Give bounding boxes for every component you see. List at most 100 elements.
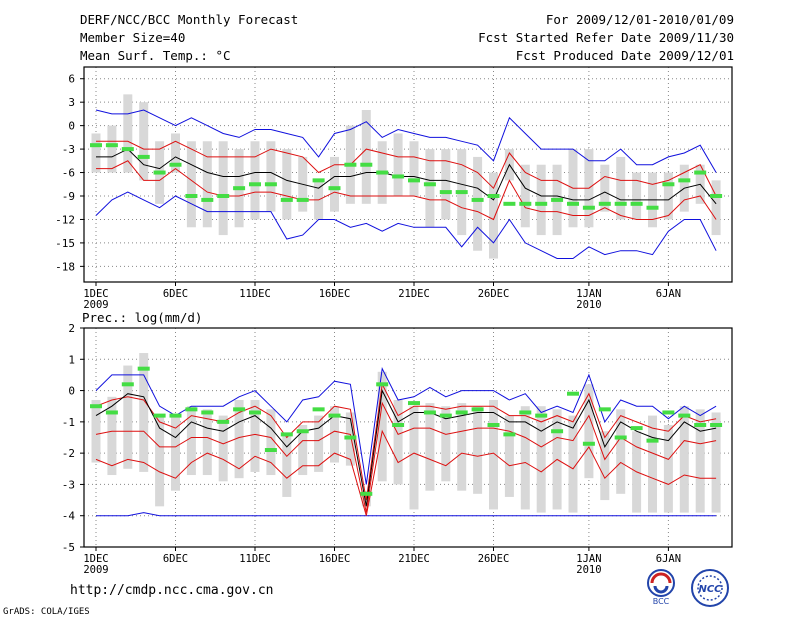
x-tick-label: 6JAN <box>656 553 681 565</box>
median-mark <box>439 190 452 195</box>
y-tick-label: 6 <box>68 73 75 86</box>
series-lower-spread-line <box>95 429 717 516</box>
ensemble-box <box>616 156 626 220</box>
ensemble-box <box>600 431 610 501</box>
ensemble-box <box>266 141 276 212</box>
ensemble-box <box>536 164 546 236</box>
temperature-panel: 6 3 0 -3 -6 -9 -12 -15 -18 1DEC 6DEC 11DEC 16DEC 21DE… <box>55 66 733 311</box>
median-mark <box>535 201 548 206</box>
ensemble-box <box>282 149 292 220</box>
y-tick-label: 2 <box>68 322 75 335</box>
median-mark <box>233 407 246 412</box>
ensemble-box <box>314 415 324 472</box>
ensemble-box <box>616 409 626 494</box>
ensemble-box <box>489 399 498 510</box>
ensemble-box <box>584 384 594 479</box>
x-tick-label: 1DEC <box>83 553 108 565</box>
y-tick-label: -3 <box>62 478 75 491</box>
median-mark <box>519 201 532 206</box>
median-mark <box>646 438 659 443</box>
median-mark <box>614 435 627 440</box>
y-tick-label: 0 <box>68 385 75 398</box>
median-mark <box>392 422 405 427</box>
median-mark <box>710 422 723 427</box>
median-mark <box>551 429 564 434</box>
ensemble-box <box>663 172 673 220</box>
y-tick-label: -3 <box>62 143 75 156</box>
y-tick-label: 1 <box>68 353 75 366</box>
ensemble-box <box>393 399 403 485</box>
median-mark <box>249 410 261 415</box>
ensemble-box <box>536 406 546 513</box>
ensemble-box <box>457 403 467 491</box>
median-mark <box>312 407 325 412</box>
ensemble-box <box>695 409 705 513</box>
ensemble-box <box>107 396 117 476</box>
median-mark <box>376 382 389 387</box>
median-mark <box>296 429 309 434</box>
median-mark <box>90 404 102 409</box>
ensemble-box <box>600 164 610 212</box>
median-mark <box>105 410 118 415</box>
y-tick-label: -15 <box>55 237 75 250</box>
median-mark <box>217 194 230 198</box>
median-mark <box>455 190 468 195</box>
median-mark <box>328 186 341 191</box>
ensemble-box <box>139 102 149 181</box>
plot-frame <box>83 327 733 548</box>
year-label: 2009 <box>83 564 108 576</box>
ensemble-box <box>377 371 387 482</box>
ensemble-box <box>218 415 228 482</box>
ensemble-box <box>520 164 530 228</box>
x-tick-label: 1JAN <box>576 553 601 565</box>
x-tick-label: 26DEC <box>478 553 510 565</box>
y-tick-label: -1 <box>62 416 75 429</box>
ensemble-box <box>663 424 673 513</box>
median-mark <box>185 194 198 198</box>
precip-label: Prec.: log(mm/d) <box>82 310 203 325</box>
median-mark <box>249 182 261 187</box>
median-mark <box>90 143 102 148</box>
median-mark <box>439 413 452 418</box>
median-mark <box>121 382 134 387</box>
ncc-logo-text: NCC <box>698 584 722 595</box>
ensemble-box <box>425 149 435 228</box>
x-tick-label: 1DEC <box>83 288 108 300</box>
ensemble-box <box>123 94 133 173</box>
median-mark <box>328 413 341 418</box>
ensemble-box <box>330 406 339 463</box>
median-mark <box>582 441 595 446</box>
median-mark <box>121 147 134 152</box>
median-mark <box>582 205 595 210</box>
series-upper-line <box>96 140 717 197</box>
x-tick-label: 1JAN <box>576 288 601 300</box>
median-mark <box>471 197 484 202</box>
source-url: http://cmdp.ncc.cma.gov.cn <box>70 583 274 598</box>
ncc-logo: NCC <box>691 569 729 607</box>
series-max-line <box>95 109 717 173</box>
ensemble-box <box>568 415 578 513</box>
median-mark <box>105 143 118 148</box>
median-mark <box>423 410 436 415</box>
median-mark <box>360 491 373 496</box>
median-mark <box>598 201 611 206</box>
ensemble-box <box>648 415 657 513</box>
y-tick-label: -18 <box>55 260 75 273</box>
ensemble-box <box>250 141 260 220</box>
median-mark <box>280 432 293 437</box>
ensemble-box <box>409 406 419 510</box>
median-mark <box>264 182 277 187</box>
x-tick-label: 21DEC <box>398 288 430 300</box>
ensemble-box <box>679 406 689 513</box>
median-mark <box>646 205 659 210</box>
member-size-label: Member Size=40 <box>80 30 186 45</box>
median-mark <box>630 201 643 206</box>
ensemble-box <box>171 133 180 173</box>
x-tick-label: 11DEC <box>239 288 271 300</box>
ensemble-box <box>202 409 212 476</box>
ensemble-box <box>139 353 149 472</box>
ensemble-box <box>234 399 244 479</box>
median-mark <box>598 407 611 412</box>
x-tick-label: 21DEC <box>398 553 430 565</box>
